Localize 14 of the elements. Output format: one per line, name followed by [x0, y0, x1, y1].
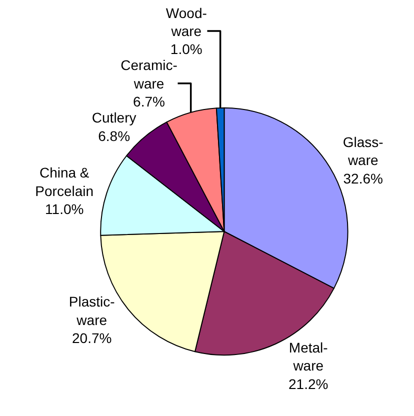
slice-label: Ceramic- ware — [120, 57, 178, 92]
slice-label: Metal- ware — [288, 339, 328, 374]
slice-label: Wood- ware — [166, 4, 208, 40]
slice-label: Plastic- ware — [68, 294, 116, 328]
slice-label: Cutlery — [92, 110, 136, 126]
data-label: 11.0% — [45, 201, 84, 218]
data-label: 1.0% — [170, 41, 202, 58]
slice-label: China & Porcelain — [35, 164, 94, 199]
data-label: 32.6% — [343, 170, 383, 186]
data-label: 20.7% — [72, 330, 112, 346]
data-label: 6.7% — [133, 94, 165, 110]
slice-label: Glass- ware — [342, 134, 384, 168]
data-label: 21.2% — [288, 376, 328, 392]
data-label: 6.8% — [98, 128, 130, 144]
